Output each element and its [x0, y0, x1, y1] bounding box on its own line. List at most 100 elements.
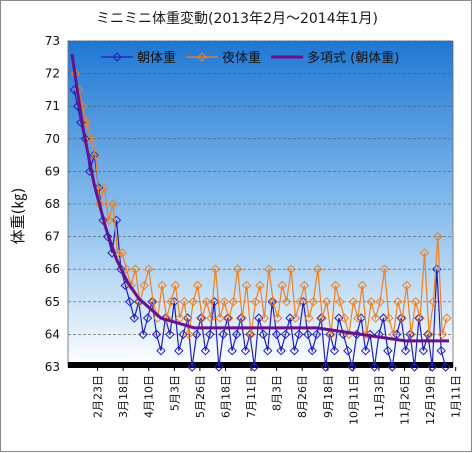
data-point	[264, 264, 274, 274]
data-point	[156, 345, 166, 356]
data-point	[236, 313, 246, 323]
data-point	[357, 280, 367, 291]
data-point	[232, 264, 243, 274]
data-point	[201, 297, 212, 307]
y-tick-label: 70	[45, 132, 60, 146]
data-point	[90, 150, 101, 160]
data-point	[191, 329, 202, 340]
data-point	[387, 362, 397, 372]
x-tick-label: 1月11日	[450, 375, 463, 418]
data-point	[405, 329, 415, 340]
y-tick-label: 71	[45, 99, 60, 113]
data-point	[366, 297, 376, 307]
data-point	[343, 345, 353, 356]
data-point	[375, 297, 385, 307]
data-point	[237, 313, 247, 323]
data-point	[406, 329, 416, 340]
data-point	[263, 345, 273, 356]
data-point	[187, 362, 197, 372]
data-point	[250, 297, 261, 307]
data-point	[147, 297, 157, 307]
data-point	[329, 345, 340, 356]
data-point	[294, 329, 304, 340]
x-tick-label: 3月18日	[117, 375, 130, 418]
data-point	[424, 329, 434, 340]
data-point	[397, 313, 407, 323]
data-point	[144, 264, 154, 274]
data-point	[330, 280, 341, 291]
data-point	[218, 329, 228, 340]
data-point	[320, 362, 331, 372]
data-point	[224, 313, 234, 323]
y-tick-label: 72	[45, 67, 60, 81]
data-point	[268, 297, 278, 307]
data-point	[423, 329, 433, 340]
data-point	[400, 345, 411, 356]
data-point	[361, 329, 372, 340]
data-point	[418, 345, 429, 356]
data-point	[219, 297, 230, 307]
y-tick-label: 68	[45, 197, 60, 211]
data-point	[170, 280, 181, 291]
data-point	[414, 313, 424, 323]
data-point	[360, 345, 371, 356]
data-point	[436, 345, 446, 356]
data-point	[174, 345, 184, 356]
data-point	[103, 215, 114, 226]
data-point	[304, 313, 314, 323]
data-point	[317, 313, 327, 323]
data-point	[325, 329, 335, 340]
legend-label: 夜体重	[222, 50, 261, 66]
x-tick-label: 2月23日	[92, 375, 105, 418]
y-axis-label: 体重(㎏)	[9, 188, 27, 245]
data-point	[196, 313, 206, 323]
data-point	[313, 264, 323, 274]
data-point	[142, 313, 153, 323]
legend-label: 多項式 (朝体重)	[307, 50, 399, 66]
x-tick-label: 9月18日	[322, 375, 335, 418]
data-point	[286, 264, 296, 274]
data-point	[165, 329, 175, 340]
trendline	[70, 53, 449, 343]
data-point	[303, 329, 313, 340]
x-axis-ticks: 2月23日 3月18日 4月10日 5月3日 5月26日 6月18日 7月11日 8月3日 8月…	[92, 367, 463, 425]
y-tick-label: 65	[45, 295, 60, 309]
data-point	[255, 280, 265, 291]
data-point	[307, 345, 317, 356]
data-point	[214, 362, 224, 372]
data-point	[210, 264, 221, 274]
data-point	[316, 313, 326, 323]
y-tick-label: 73	[45, 34, 60, 48]
x-tick-label: 11月26日	[399, 375, 412, 425]
y-tick-label: 63	[45, 360, 60, 374]
data-point	[228, 297, 238, 307]
data-point	[179, 297, 190, 307]
x-tick-label: 11月3日	[373, 375, 386, 418]
data-point	[206, 313, 216, 323]
data-point	[409, 362, 420, 372]
data-point	[276, 345, 286, 356]
data-point	[111, 215, 122, 226]
series-line	[74, 73, 448, 335]
chart-title: ミニミニ体重変動(2013年2月～2014年1月)	[96, 10, 378, 27]
y-axis: 63 64 65 66 67 68 69 70 71 72 73	[45, 34, 60, 374]
data-point	[231, 329, 242, 340]
legend-label: 朝体重	[137, 50, 176, 66]
data-point	[369, 362, 380, 372]
data-point	[348, 297, 359, 307]
data-point	[249, 362, 260, 372]
data-point	[138, 329, 148, 340]
data-point	[184, 329, 194, 340]
data-point	[215, 313, 225, 323]
data-point	[81, 117, 92, 128]
data-point	[102, 231, 113, 242]
series-layer	[69, 53, 452, 372]
data-point	[200, 345, 211, 356]
data-point	[86, 134, 96, 144]
x-tick-label: 10月11日	[347, 375, 360, 425]
legend-marker	[197, 52, 207, 62]
data-point	[428, 297, 439, 307]
data-point	[437, 329, 448, 340]
data-point	[347, 362, 357, 372]
